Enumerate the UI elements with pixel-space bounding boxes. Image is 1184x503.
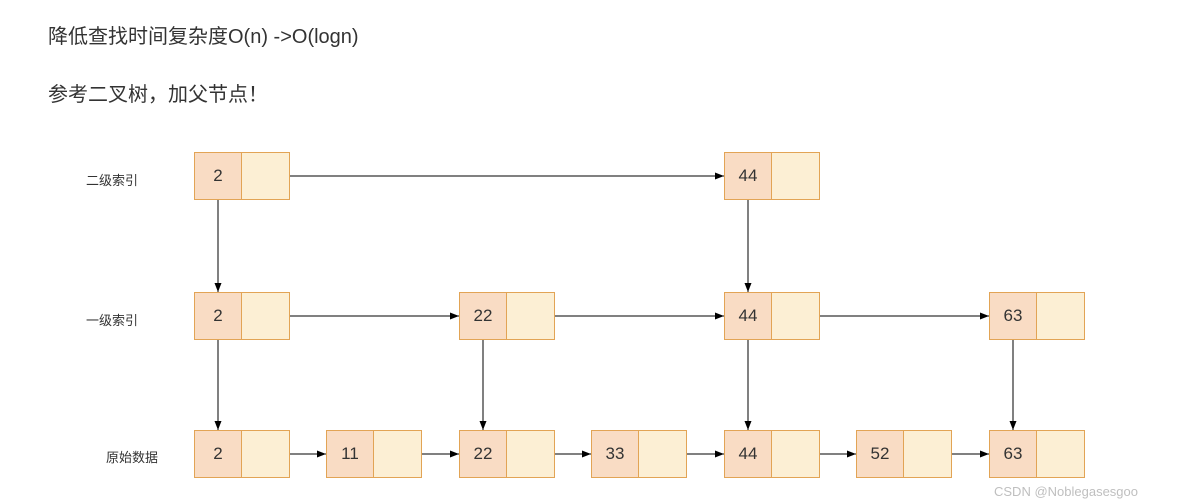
node-pointer	[772, 152, 820, 200]
skiplist-node: 22	[459, 292, 555, 340]
skiplist-node: 11	[326, 430, 422, 478]
node-key: 11	[326, 430, 374, 478]
node-pointer	[242, 152, 290, 200]
row-label: 一级索引	[86, 310, 138, 329]
arrow-layer	[0, 0, 1184, 503]
skiplist-node: 22	[459, 430, 555, 478]
skiplist-node: 63	[989, 430, 1085, 478]
skiplist-node: 2	[194, 292, 290, 340]
node-key: 63	[989, 292, 1037, 340]
node-pointer	[904, 430, 952, 478]
skiplist-node: 44	[724, 152, 820, 200]
node-pointer	[772, 292, 820, 340]
page-canvas: 降低查找时间复杂度O(n) ->O(logn) 参考二叉树，加父节点！ 二级索引…	[0, 0, 1184, 503]
node-key: 44	[724, 430, 772, 478]
node-pointer	[242, 292, 290, 340]
skiplist-node: 52	[856, 430, 952, 478]
node-key: 44	[724, 152, 772, 200]
node-pointer	[1037, 292, 1085, 340]
node-key: 33	[591, 430, 639, 478]
node-pointer	[242, 430, 290, 478]
skiplist-node: 63	[989, 292, 1085, 340]
node-key: 44	[724, 292, 772, 340]
heading-line-1: 降低查找时间复杂度O(n) ->O(logn)	[48, 20, 359, 49]
node-key: 63	[989, 430, 1037, 478]
row-label: 原始数据	[106, 447, 158, 466]
node-key: 2	[194, 430, 242, 478]
skiplist-node: 2	[194, 152, 290, 200]
node-pointer	[507, 292, 555, 340]
node-pointer	[772, 430, 820, 478]
node-pointer	[507, 430, 555, 478]
node-pointer	[639, 430, 687, 478]
node-key: 52	[856, 430, 904, 478]
node-key: 2	[194, 292, 242, 340]
node-key: 22	[459, 430, 507, 478]
node-pointer	[374, 430, 422, 478]
skiplist-node: 44	[724, 430, 820, 478]
heading-line-2: 参考二叉树，加父节点！	[48, 78, 268, 107]
watermark: CSDN @Noblegasesgoo	[994, 484, 1138, 499]
node-key: 2	[194, 152, 242, 200]
row-label: 二级索引	[86, 170, 138, 189]
node-key: 22	[459, 292, 507, 340]
node-pointer	[1037, 430, 1085, 478]
skiplist-node: 2	[194, 430, 290, 478]
skiplist-node: 33	[591, 430, 687, 478]
skiplist-node: 44	[724, 292, 820, 340]
